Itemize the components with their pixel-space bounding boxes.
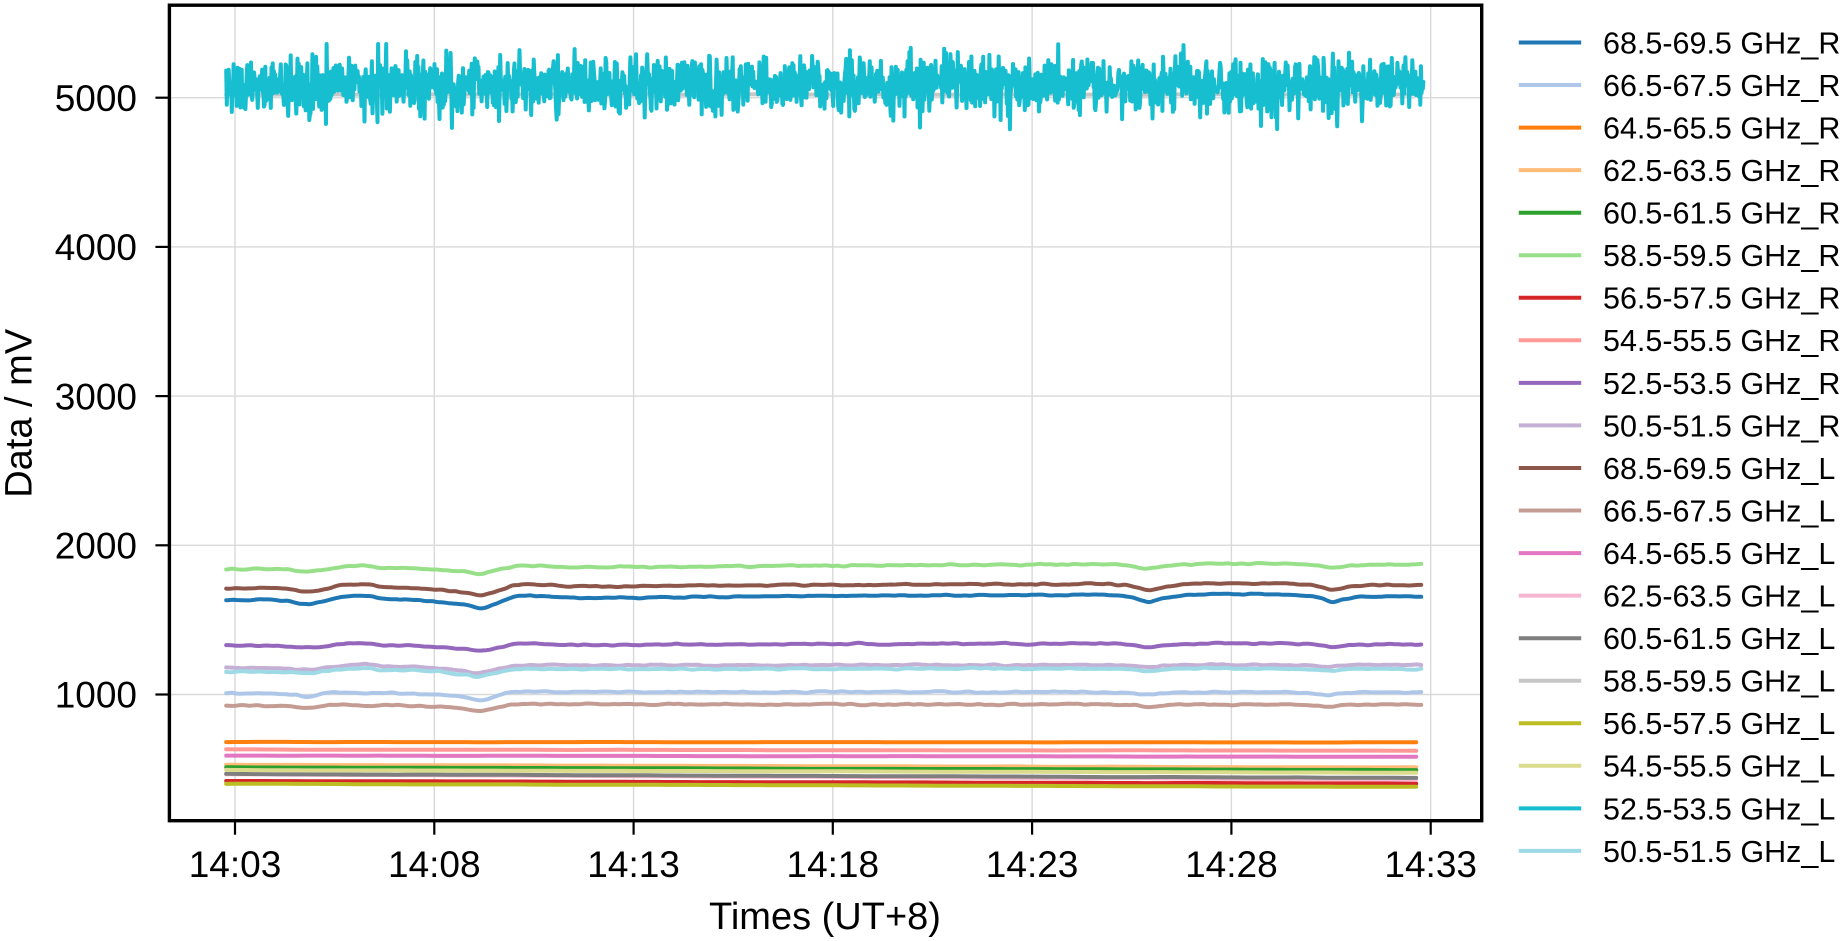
svg-text:50.5-51.5 GHz_L: 50.5-51.5 GHz_L	[1603, 835, 1835, 869]
svg-text:2000: 2000	[55, 526, 137, 567]
svg-text:Times (UT+8): Times (UT+8)	[709, 896, 941, 938]
svg-text:64.5-65.5 GHz_L: 64.5-65.5 GHz_L	[1603, 537, 1835, 571]
svg-text:66.5-67.5 GHz_R: 66.5-67.5 GHz_R	[1603, 69, 1840, 103]
svg-text:62.5-63.5 GHz_L: 62.5-63.5 GHz_L	[1603, 580, 1835, 614]
svg-text:5000: 5000	[55, 78, 137, 119]
svg-text:4000: 4000	[55, 227, 137, 268]
svg-text:3000: 3000	[55, 376, 137, 417]
svg-text:Data / mV: Data / mV	[0, 328, 41, 498]
svg-text:14:08: 14:08	[388, 844, 481, 885]
svg-text:14:13: 14:13	[587, 844, 680, 885]
svg-text:58.5-59.5 GHz_L: 58.5-59.5 GHz_L	[1603, 665, 1835, 699]
svg-text:68.5-69.5 GHz_L: 68.5-69.5 GHz_L	[1603, 452, 1835, 486]
svg-text:52.5-53.5 GHz_L: 52.5-53.5 GHz_L	[1603, 792, 1835, 826]
svg-text:64.5-65.5 GHz_R: 64.5-65.5 GHz_R	[1603, 112, 1840, 146]
svg-text:62.5-63.5 GHz_R: 62.5-63.5 GHz_R	[1603, 154, 1840, 188]
svg-text:52.5-53.5 GHz_R: 52.5-53.5 GHz_R	[1603, 367, 1840, 401]
svg-text:14:18: 14:18	[787, 844, 880, 885]
svg-text:58.5-59.5 GHz_R: 58.5-59.5 GHz_R	[1603, 239, 1840, 273]
svg-text:54.5-55.5 GHz_L: 54.5-55.5 GHz_L	[1603, 750, 1835, 784]
svg-text:50.5-51.5 GHz_R: 50.5-51.5 GHz_R	[1603, 409, 1840, 443]
svg-text:14:23: 14:23	[986, 844, 1079, 885]
svg-text:66.5-67.5 GHz_L: 66.5-67.5 GHz_L	[1603, 494, 1835, 528]
svg-text:56.5-57.5 GHz_R: 56.5-57.5 GHz_R	[1603, 282, 1840, 316]
svg-text:60.5-61.5 GHz_R: 60.5-61.5 GHz_R	[1603, 197, 1840, 231]
svg-text:56.5-57.5 GHz_L: 56.5-57.5 GHz_L	[1603, 707, 1835, 741]
svg-text:14:28: 14:28	[1185, 844, 1278, 885]
svg-text:14:03: 14:03	[189, 844, 282, 885]
svg-text:68.5-69.5 GHz_R: 68.5-69.5 GHz_R	[1603, 26, 1840, 60]
svg-text:1000: 1000	[55, 675, 137, 716]
svg-text:14:33: 14:33	[1384, 844, 1477, 885]
svg-text:54.5-55.5 GHz_R: 54.5-55.5 GHz_R	[1603, 324, 1840, 358]
svg-text:60.5-61.5 GHz_L: 60.5-61.5 GHz_L	[1603, 622, 1835, 656]
